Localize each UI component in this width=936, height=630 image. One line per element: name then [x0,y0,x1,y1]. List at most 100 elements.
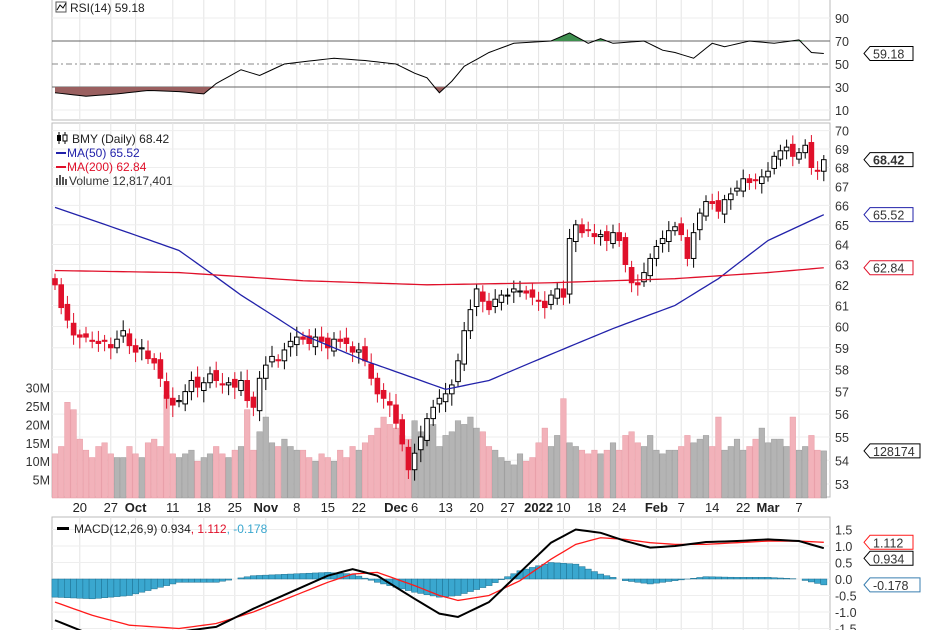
macd-histogram-bar [659,578,666,583]
x-tick-label: 25 [228,500,242,515]
candle-body [796,152,802,160]
volume-bar [746,446,753,499]
candle-body [765,170,771,178]
volume-bar [578,449,586,499]
rsi-line [54,32,824,97]
volume-label: Volume [69,174,109,188]
x-tick-label: 18 [197,500,211,515]
price-value-tag: 68.42 [863,152,914,168]
macd-histogram-bar [163,578,170,586]
candle-body [622,237,629,265]
macd-legend-line [57,527,69,530]
macd-histogram-bar [417,578,425,594]
macd-histogram-bar [727,576,735,580]
volume-bar [479,431,486,499]
volume-bar [535,442,542,499]
signal-value: 1.112 [197,522,226,536]
macd-histogram-bar [175,578,183,583]
macd-histogram-bar [653,578,660,584]
svg-text:RSI(14) 59.18: RSI(14) 59.18 [70,1,145,15]
x-tick-label: 18 [587,500,601,515]
macd-histogram-bar [746,577,753,580]
volume-bar [237,446,245,499]
volume-bar [101,442,108,499]
ma50-line [54,206,825,391]
volume-bar [51,453,59,499]
x-tick-label: 13 [438,500,452,515]
candle-body [814,169,821,172]
candle-body [151,358,157,364]
macd-tick-label: -1.0 [835,606,857,620]
macd-histogram-bar [287,573,294,580]
volume-bar [678,446,685,499]
candle-body [405,446,412,471]
volume-bar [256,431,263,499]
volume-bar [467,416,474,499]
volume-bar [771,438,778,499]
candle-body [455,360,461,383]
volume-bar [293,449,300,499]
x-tick-label: 10 [556,500,570,515]
ma200-label: MA(200) [67,160,113,174]
volume-bar [188,449,195,499]
candle-body [697,212,703,231]
candle-body [418,436,424,451]
candle-body [579,224,585,234]
macd-value-tag-text: 0.934 [873,552,904,566]
volume-tick-label: 15M [26,437,50,451]
candle-body [287,340,294,348]
price-tick-label: 55 [835,431,849,445]
volume-bar [733,438,741,499]
volume-bar [492,449,499,499]
volume-bar [665,449,672,499]
svg-text:MA(200) 62.84: MA(200) 62.84 [67,160,147,174]
volume-bar [752,438,759,499]
volume-bar [740,449,747,499]
volume-bar [622,435,629,499]
macd-histogram-bar [305,572,313,580]
macd-histogram-bar [200,578,208,583]
macd-histogram-bar [690,578,697,580]
volume-bar [219,453,226,499]
macd-tick-label: 1.0 [835,540,852,554]
macd-histogram-bar [76,578,84,599]
candle-body [752,179,759,182]
candle-body [399,419,405,445]
rsi-title: RSI(14) [70,1,111,15]
macd-line [54,528,825,630]
candle-body [777,150,784,160]
signal-value-tag-box [863,534,914,550]
volume-bar [107,453,114,499]
volume-bar [560,398,567,499]
volume-value: 12,817,401 [112,174,172,188]
candle-body [529,289,536,298]
candle-body [312,336,319,348]
volume-bar [597,453,604,499]
macd-histogram-bar [181,578,189,583]
volume-bar [386,424,393,499]
volume-bar [89,457,96,499]
volume-tick-label: 10M [26,455,50,469]
macd-histogram-bar [541,563,549,580]
macd-histogram-bar [467,578,474,592]
macd-histogram-bar [250,575,257,580]
macd-histogram-bar [622,578,629,581]
macd-histogram-bar [144,578,152,591]
volume-bar [330,460,338,499]
price-tick-label: 53 [835,478,849,492]
hist-value-tag-box [863,577,921,593]
candle-body [101,339,108,342]
rsi-frame [51,0,831,121]
candle-body [318,336,325,342]
ma50-value-tag: 65.52 [863,207,914,223]
volume-value-tag-box [863,443,921,459]
x-tick-label: 7 [678,500,685,515]
volume-bar [690,442,697,499]
candle-body [504,294,511,297]
macd-histogram-bar [491,578,499,583]
volume-bar [510,464,517,499]
volume-bar [287,446,294,499]
candle-body [616,232,623,242]
volume-bar [572,446,579,499]
value-tags: 59.18 68.42 65.52 62.84 128174 1.112 0.934 -0.1… [863,45,921,593]
